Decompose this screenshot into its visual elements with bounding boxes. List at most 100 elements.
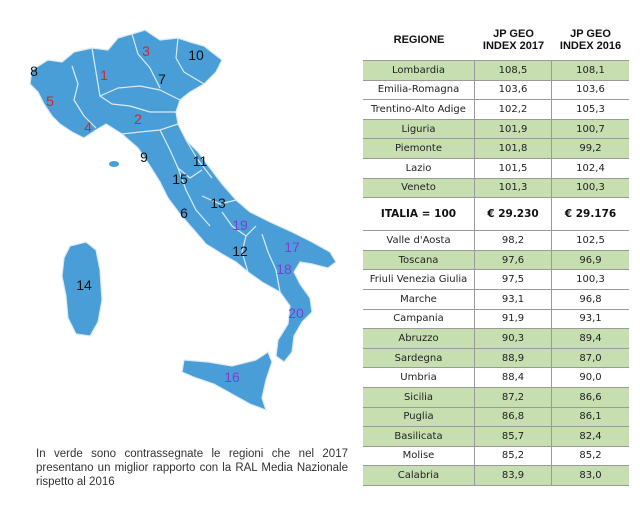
table-row: Trentino-Alto Adige 102,2 105,3 [363,100,629,120]
italy-mainland [29,29,337,363]
region-name: Basilicata [363,427,475,446]
index-2016-value: 96,8 [579,293,602,305]
region-number-7: 7 [158,71,166,87]
table-row: Veneto 101,3 100,3 [363,178,629,199]
region-name: Umbria [363,368,475,387]
region-name: Trentino-Alto Adige [363,100,475,119]
region-name: Piemonte [363,139,475,158]
index-2017-value: 88,4 [475,368,552,387]
region-number-18: 18 [276,261,292,277]
index-2017-value: 87,2 [475,387,552,407]
index-2016-value: 102,4 [576,162,605,174]
index-2016-value: 108,1 [576,64,605,76]
index-2017-value: 101,9 [475,119,552,139]
index-2017-value: 98,2 [475,231,552,250]
index-2017-value: 88,9 [475,348,552,368]
table-header: REGIONE JP GEO INDEX 2017 JP GEO INDEX 2… [363,20,629,60]
region-name: Veneto [363,178,475,198]
region-name: Sicilia [363,387,475,407]
region-name: ITALIA = 100 [363,198,475,231]
table-row: Puglia 86,8 86,1 [363,407,629,428]
region-number-3: 3 [142,43,150,59]
region-number-9: 9 [140,149,148,165]
index-2017-value: 101,5 [475,158,552,178]
table-row: Lombardia 108,5 108,1 [363,61,629,81]
region-number-12: 12 [232,243,248,259]
index-2017-value: 101,8 [475,139,552,158]
index-2017-value: 83,9 [475,466,552,485]
index-2016-value: € 29.176 [564,208,617,221]
index-2016-value: 93,1 [579,313,602,325]
region-name: Marche [363,289,475,309]
region-name: Puglia [363,407,475,427]
region-number-4: 4 [84,119,92,135]
index-2016-value: 89,4 [579,332,602,344]
index-2016-value: 103,6 [576,84,605,96]
index-2017-value: 97,6 [475,250,552,270]
table-row: Campania 91,9 93,1 [363,309,629,330]
index-2017-value: 86,8 [475,407,552,427]
table-row: Toscana 97,6 96,9 [363,250,629,271]
region-name: Liguria [363,119,475,139]
index-2017-value: 90,3 [475,329,552,348]
table-row: Emilia-Romagna 103,6 103,6 [363,80,629,101]
jp-geo-index-table: REGIONE JP GEO INDEX 2017 JP GEO INDEX 2… [363,20,629,486]
table-body: Lombardia 108,5 108,1 Emilia-Romagna 103,6 10… [363,60,629,486]
region-name: Emilia-Romagna [363,80,475,100]
index-2016-value: 86,1 [579,411,602,423]
table-row: Marche 93,1 96,8 [363,289,629,310]
index-2017-value: 97,5 [475,270,552,289]
table-row: Basilicata 85,7 82,4 [363,427,629,447]
region-number-6: 6 [180,205,188,221]
header-index-2016: JP GEO INDEX 2016 [559,28,622,52]
index-2017-value: 91,9 [475,309,552,329]
header-index-2017: JP GEO INDEX 2017 [482,28,545,52]
region-name: Toscana [363,250,475,270]
index-2016-value: 87,0 [579,352,602,364]
index-2016-value: 100,3 [576,274,605,286]
table-row: Liguria 101,9 100,7 [363,119,629,140]
table-row: Friuli Venezia Giulia 97,5 100,3 [363,270,629,290]
region-number-19: 19 [232,217,248,233]
table-row: Molise 85,2 85,2 [363,446,629,467]
region-name: Valle d'Aosta [363,231,475,250]
region-number-14: 14 [76,277,92,293]
region-number-8: 8 [30,63,38,79]
index-2017-value: 103,6 [475,80,552,100]
table-row: Sicilia 87,2 86,6 [363,387,629,408]
region-number-11: 11 [193,153,208,169]
index-2017-value: 101,3 [475,178,552,198]
index-2016-value: 83,0 [579,470,602,482]
table-row: Lazio 101,5 102,4 [363,158,629,179]
region-name: Campania [363,309,475,329]
table-row: Valle d'Aosta 98,2 102,5 [363,231,629,251]
region-name: Calabria [363,466,475,485]
index-2016-value: 86,6 [579,391,602,403]
table-row: Sardegna 88,9 87,0 [363,348,629,369]
index-2017-value: 85,2 [475,446,552,466]
table-row: Calabria 83,9 83,0 [363,466,629,486]
region-number-15: 15 [172,171,188,187]
region-number-1: 1 [100,67,108,83]
region-name: Lazio [363,158,475,178]
sardinia-island [61,241,103,337]
header-regione: REGIONE [393,34,445,46]
region-name: Abruzzo [363,329,475,348]
region-name: Molise [363,446,475,466]
elba-island [109,161,119,167]
table-row: Umbria 88,4 90,0 [363,368,629,388]
index-2016-value: 90,0 [579,372,602,384]
index-2016-value: 105,3 [576,103,605,115]
region-name: Sardegna [363,348,475,368]
index-2016-value: 82,4 [579,430,602,442]
index-2017-value: 108,5 [475,61,552,80]
region-number-16: 16 [224,369,240,385]
sicily-island [181,351,273,412]
table-row: Abruzzo 90,3 89,4 [363,329,629,349]
index-2016-value: 102,5 [576,234,605,246]
index-2016-value: 85,2 [579,450,602,462]
region-number-10: 10 [188,47,204,63]
region-name: Lombardia [363,61,475,80]
index-2016-value: 99,2 [579,143,602,155]
